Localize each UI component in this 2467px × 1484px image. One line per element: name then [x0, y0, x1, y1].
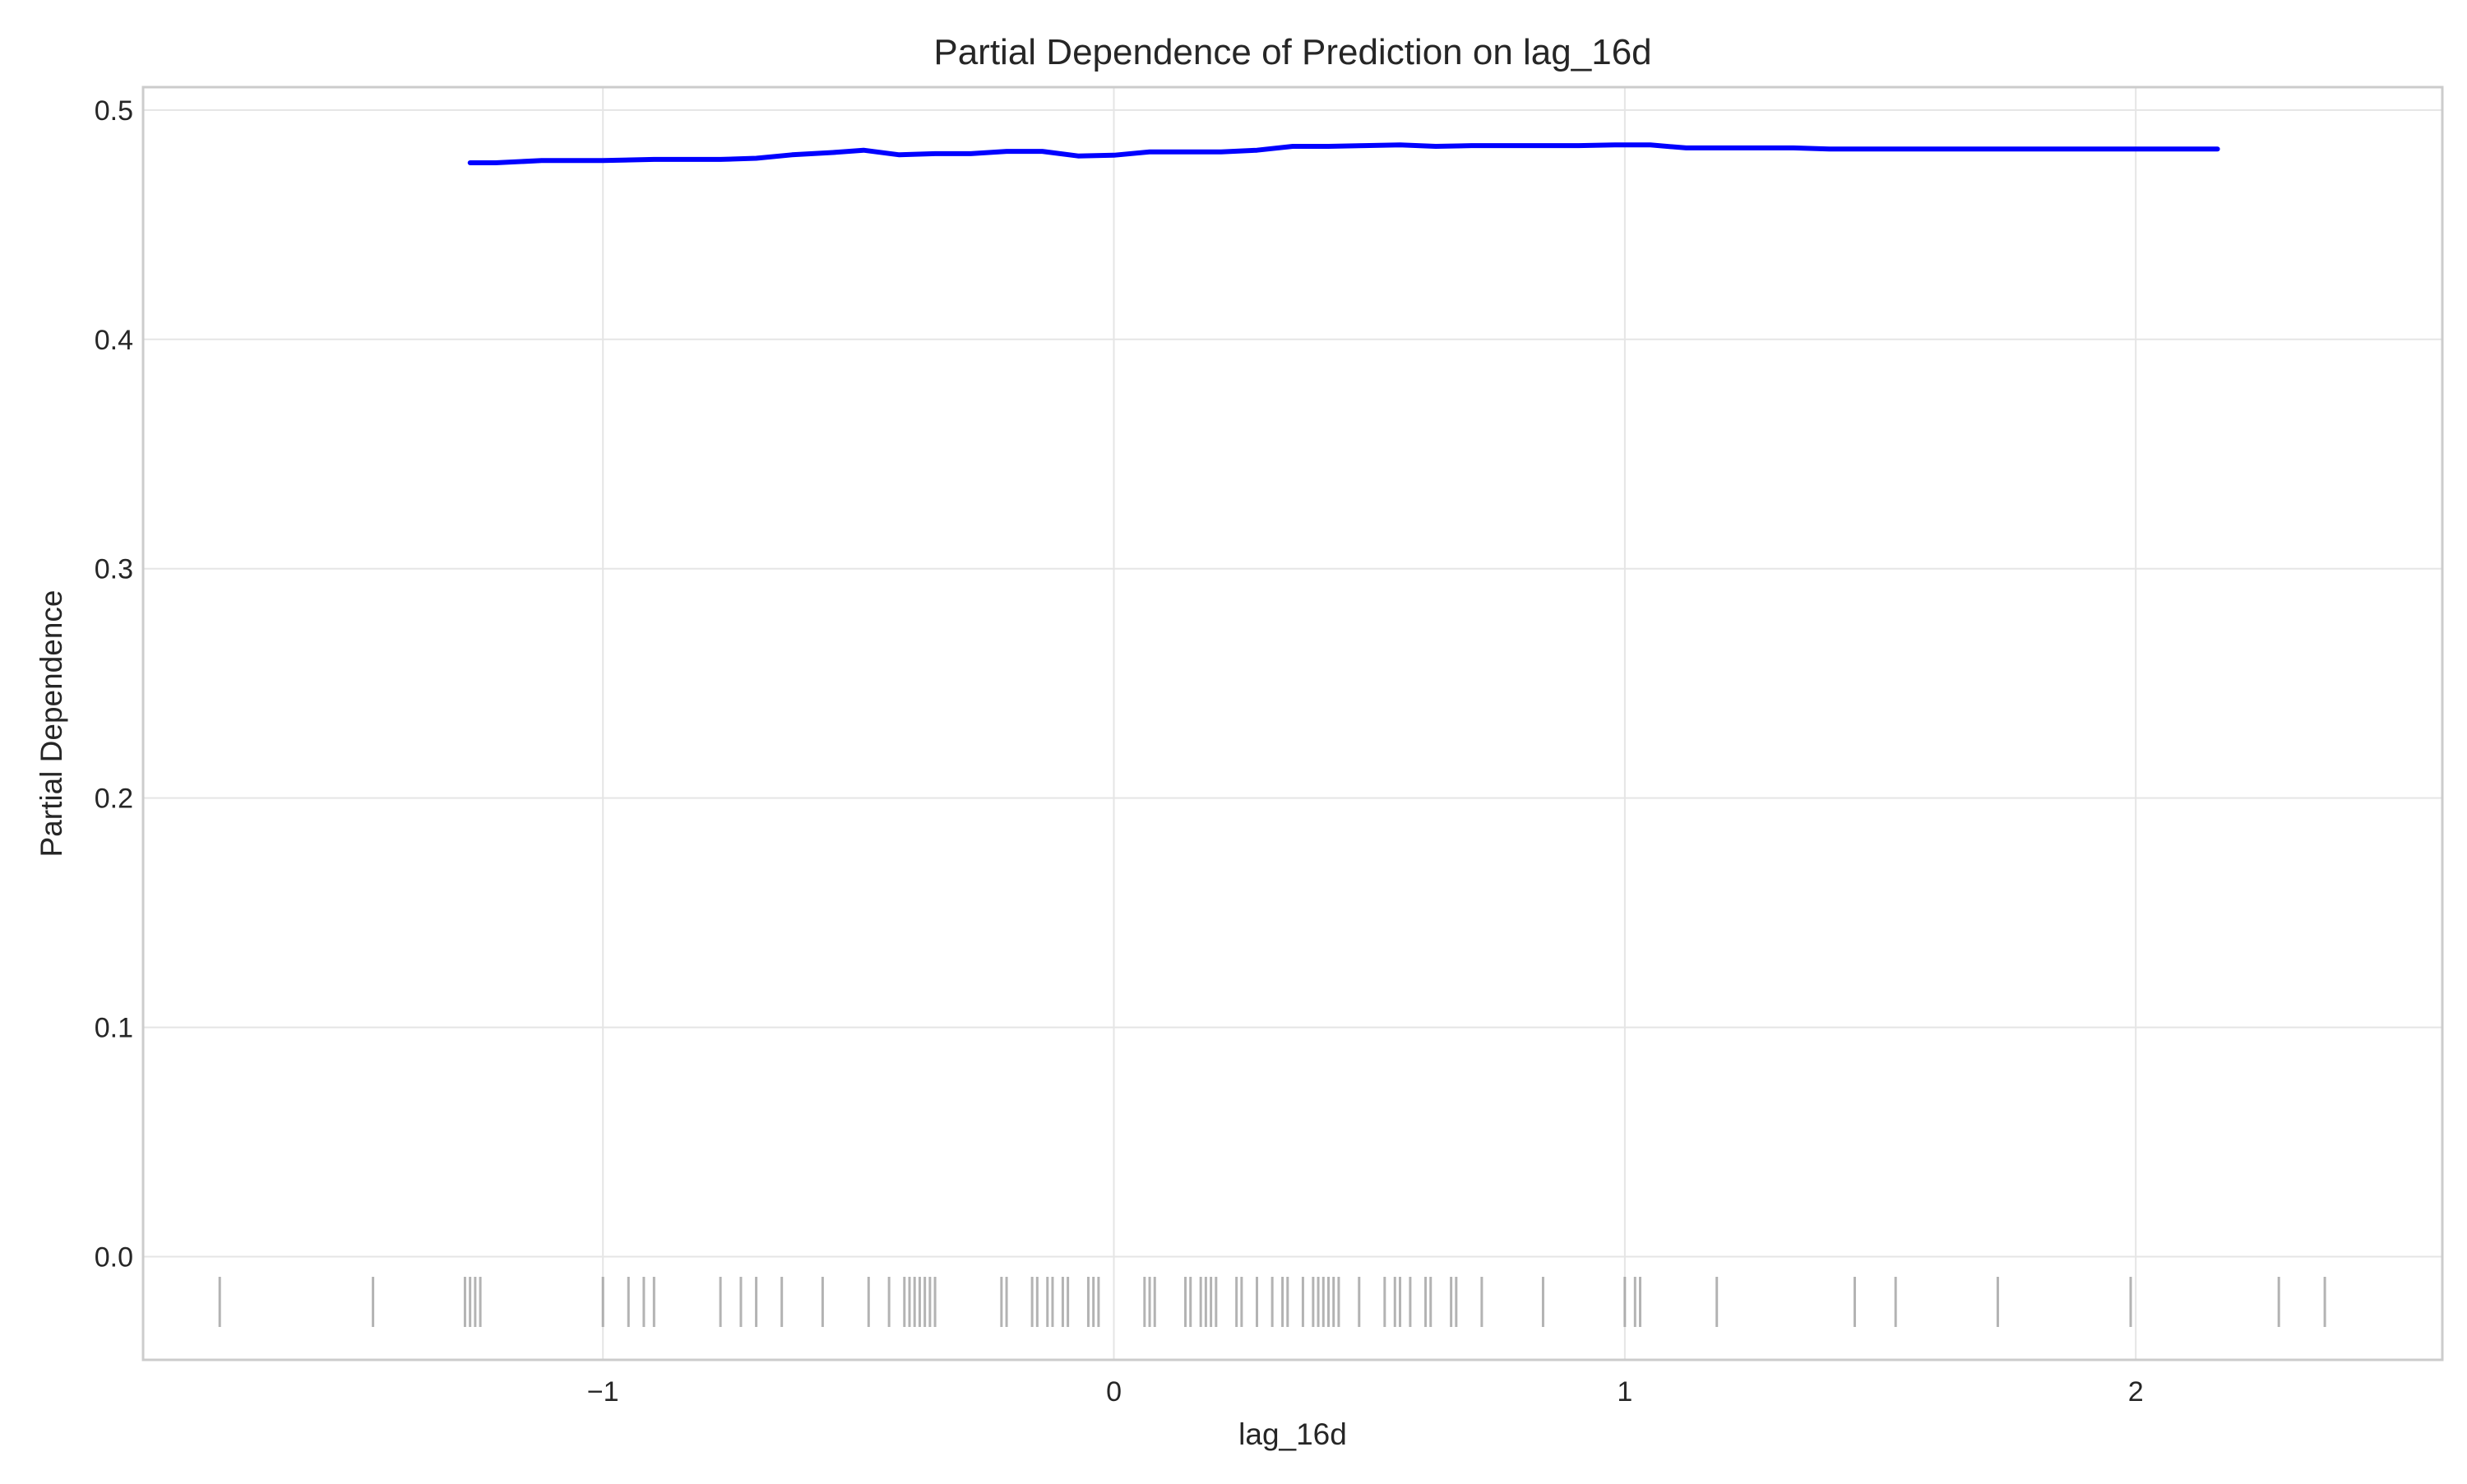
y-tick-label: 0.2 [95, 784, 133, 815]
line-layer [467, 142, 2220, 165]
chart-title: Partial Dependence of Prediction on lag_… [933, 32, 1651, 72]
x-tick-label: 1 [1617, 1376, 1632, 1408]
x-tick-label: 2 [2128, 1376, 2144, 1408]
x-tick-label: 0 [1106, 1376, 1122, 1408]
y-tick-label: 0.3 [95, 554, 133, 585]
plot-frame [141, 86, 2444, 1361]
y-axis-label: Partial Dependence [35, 590, 68, 858]
plot-background [143, 87, 2442, 1360]
y-tick-labels: 0.0 0.1 0.2 0.3 0.4 0.5 [95, 95, 133, 1274]
grid-layer [143, 87, 2442, 1360]
partial-dependence-line [467, 142, 2220, 165]
rug-layer [218, 1277, 2326, 1327]
x-tick-labels: −1 0 1 2 [587, 1376, 2144, 1408]
y-tick-label: 0.5 [95, 95, 133, 127]
x-tick-label: −1 [587, 1376, 619, 1408]
y-tick-label: 0.4 [95, 325, 133, 356]
y-tick-label: 0.0 [95, 1241, 133, 1273]
y-tick-label: 0.1 [95, 1013, 133, 1044]
x-axis-label: lag_16d [1238, 1417, 1347, 1451]
